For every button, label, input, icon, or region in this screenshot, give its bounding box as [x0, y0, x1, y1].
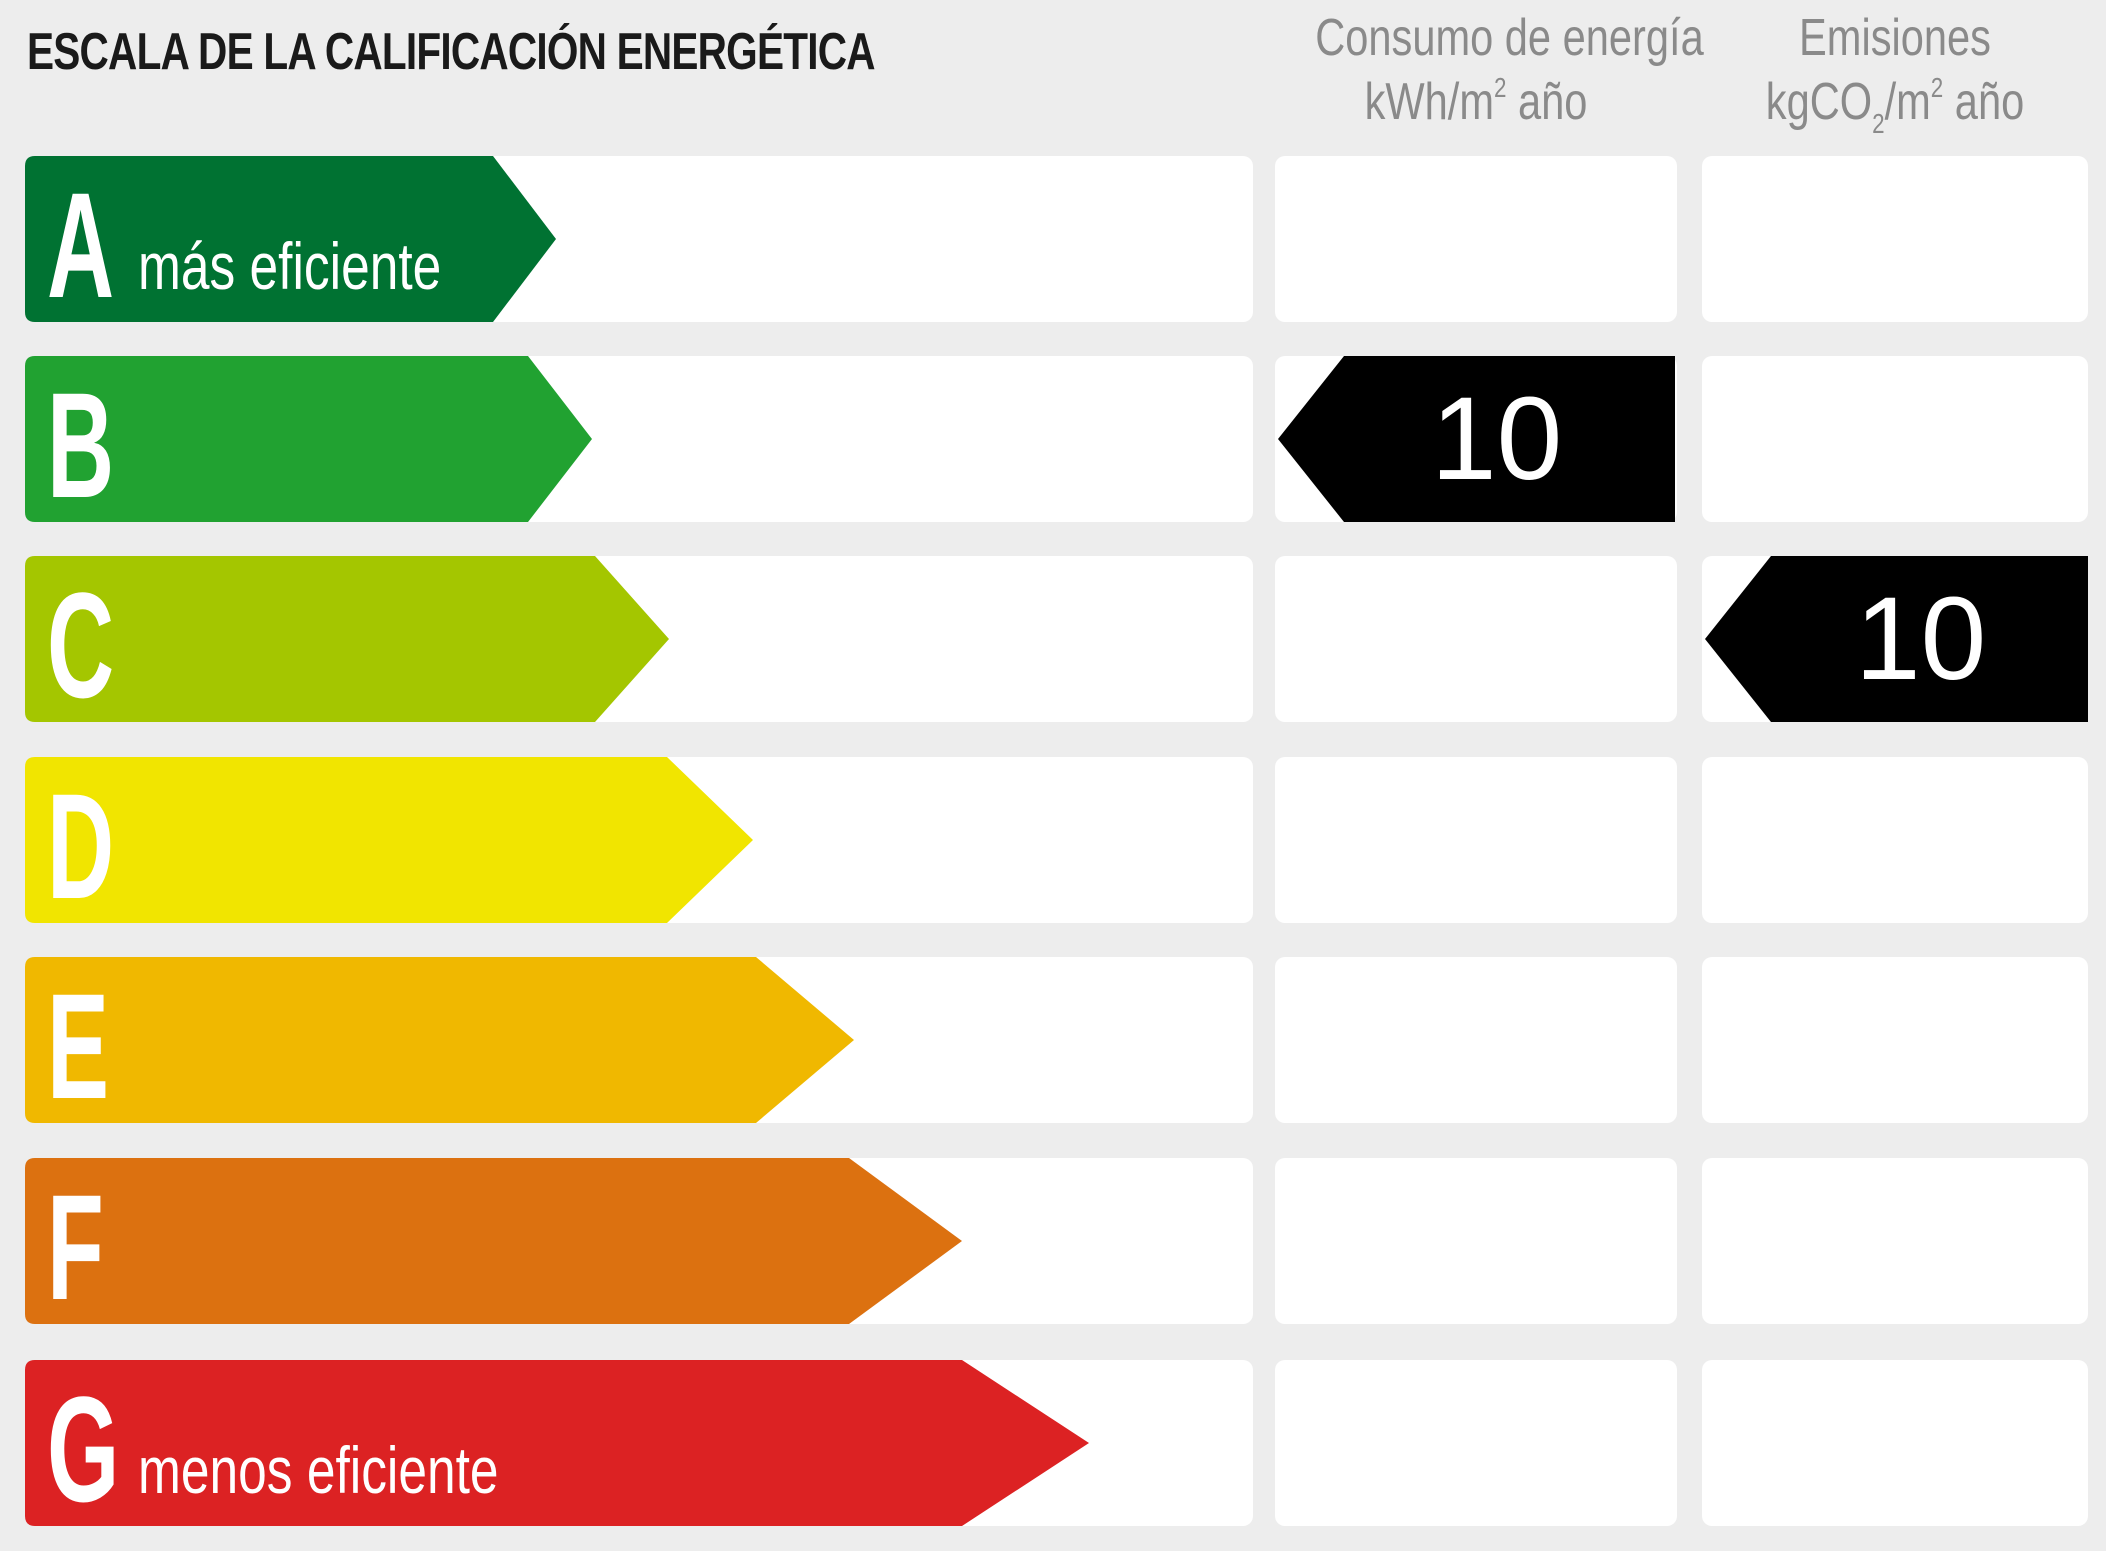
- emisiones-value-marker: [1705, 556, 2088, 722]
- emisiones-cell: [1702, 757, 2088, 923]
- consumo-cell: [1275, 156, 1677, 322]
- emisiones-cell: [1702, 1360, 2088, 1526]
- rating-letter: F: [47, 1163, 104, 1331]
- rating-arrow-d: [25, 757, 753, 923]
- rating-row-f: F: [0, 1158, 2106, 1324]
- emisiones-cell: [1702, 1158, 2088, 1324]
- rating-letter: D: [47, 762, 115, 930]
- consumo-cell: [1275, 957, 1677, 1123]
- rating-label: menos eficiente: [138, 1433, 499, 1507]
- emisiones-cell: [1702, 356, 2088, 522]
- consumo-column-header: Consumo de energía kWh/m2 año: [1315, 6, 1704, 134]
- rating-letter: B: [47, 361, 115, 529]
- rating-letter: E: [47, 962, 110, 1130]
- rating-arrow-c: [25, 556, 669, 722]
- consumo-cell: [1275, 556, 1677, 722]
- emisiones-column-header: Emisiones kgCO2/m2 año: [1741, 6, 2050, 139]
- rating-arrow-b: [25, 356, 592, 522]
- rating-letter: A: [47, 161, 115, 329]
- rating-label: más eficiente: [138, 229, 442, 303]
- page-title: ESCALA DE LA CALIFICACIÓN ENERGÉTICA: [27, 23, 876, 81]
- rating-row-a: A más eficiente: [0, 156, 2106, 322]
- rating-row-d: D: [0, 757, 2106, 923]
- consumo-value-marker: [1278, 356, 1675, 522]
- consumo-header-unit: kWh/m2 año: [1364, 72, 1588, 131]
- consumo-cell: [1275, 757, 1677, 923]
- rating-row-e: E: [0, 957, 2106, 1123]
- rating-row-b: B 10: [0, 356, 2106, 522]
- rating-arrow-f: [25, 1158, 962, 1324]
- consumo-cell: [1275, 1158, 1677, 1324]
- rating-arrow-e: [25, 957, 854, 1123]
- consumo-cell: [1275, 1360, 1677, 1526]
- emisiones-cell: [1702, 957, 2088, 1123]
- emisiones-value: 10: [1855, 573, 1987, 705]
- emisiones-cell: [1702, 156, 2088, 322]
- rating-letter: G: [47, 1365, 120, 1533]
- rating-row-c: C 10: [0, 556, 2106, 722]
- emisiones-header-unit: kgCO2/m2 año: [1765, 72, 2025, 139]
- rating-letter: C: [47, 561, 115, 729]
- consumo-value: 10: [1431, 373, 1563, 505]
- rating-row-g: G menos eficiente: [0, 1360, 2106, 1526]
- consumo-value-wrap: 10: [1278, 356, 1675, 522]
- consumo-header-title: Consumo de energía: [1315, 9, 1704, 67]
- emisiones-header-title: Emisiones: [1799, 9, 1991, 67]
- emisiones-value-wrap: 10: [1705, 556, 2088, 722]
- rating-arrow-a: [25, 156, 556, 322]
- rating-arrow-g: [25, 1360, 1089, 1526]
